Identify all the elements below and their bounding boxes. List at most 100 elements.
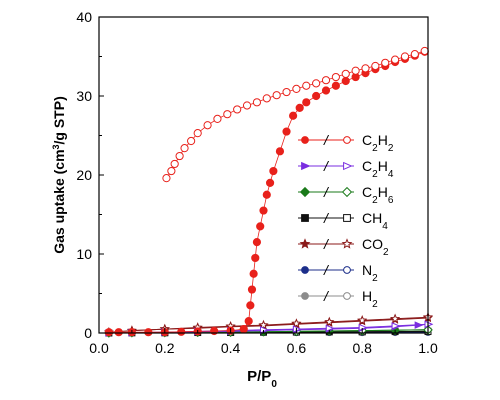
legend-filled-marker (301, 292, 309, 300)
c2h2-desorption-point (321, 76, 331, 85)
y-tick-label: 30 (76, 88, 92, 104)
c2h2-adsorption-point (312, 91, 321, 101)
c2h2-adsorption-point (256, 222, 265, 231)
c2h2-adsorption-point (177, 327, 186, 336)
legend-separator: / (323, 158, 330, 174)
c2h4-desorption-point (325, 324, 335, 333)
legend-item-co2: / CO2 (298, 236, 389, 258)
c2h2-adsorption-point (244, 317, 253, 326)
c2h2-desorption-point (193, 129, 202, 138)
c2h2-desorption-point (371, 61, 380, 71)
c2h2-desorption-point (420, 46, 429, 56)
series-c2h4 (105, 320, 434, 337)
c2h2-desorption-point (213, 114, 222, 124)
c2h2-adsorption-point (249, 269, 258, 278)
x-tick-label: 0.8 (352, 340, 372, 356)
c2h2-adsorption-point (302, 98, 311, 107)
legend-separator: / (323, 236, 330, 252)
c2h2-adsorption-point (144, 328, 153, 337)
c2h2-desorption-point (361, 64, 370, 73)
co2-desorption-point (291, 318, 302, 328)
legend-open-marker (343, 266, 351, 274)
c2h2-desorption-point (170, 159, 179, 169)
c2h4-desorption-point (391, 322, 401, 330)
c2h2-adsorption-point (262, 190, 271, 199)
c2h2-desorption-point (272, 91, 281, 100)
c2h2-adsorption-point (239, 324, 248, 334)
x-tick-label: 0.4 (221, 340, 241, 356)
c2h2-desorption-point (391, 55, 400, 64)
c2h2-desorption-point (331, 72, 340, 82)
c2h2-adsorption-point (289, 111, 298, 120)
c2h2-adsorption-point (114, 328, 123, 337)
c2h2-desorption-point (282, 87, 291, 97)
c2h2-desorption-point (187, 136, 196, 146)
y-axis-label: Gas uptake (cm3/g STP) (51, 96, 67, 254)
c2h2-desorption-point (180, 144, 189, 153)
legend-separator: / (323, 184, 330, 200)
legend-filled-marker (301, 214, 309, 222)
legend-separator: / (323, 132, 330, 148)
series-c2h2 (104, 46, 429, 337)
c2h2-desorption-point (381, 58, 390, 67)
x-tick-label: 0.6 (287, 340, 307, 356)
axis-ticks: 0.0 0.2 0.4 0.6 0.8 1.0 0 10 20 30 40 (76, 9, 438, 356)
c2h2-adsorption-point (269, 166, 278, 176)
legend-item-c2h6: / C2H6 (298, 184, 394, 206)
co2-desorption-line (131, 316, 429, 332)
x-tick-label: 0.0 (89, 340, 109, 356)
legend-label: C2H4 (362, 158, 394, 180)
c2h2-adsorption-point (246, 301, 255, 310)
c2h2-desorption-point (175, 151, 184, 161)
c2h2-adsorption-point (341, 76, 350, 86)
c2h2-desorption-point (302, 81, 311, 90)
c2h2-desorption-point (262, 94, 271, 103)
legend-separator: / (323, 210, 330, 226)
c2h2-adsorption-point (247, 285, 257, 294)
legend-item-n2: / N2 (298, 262, 378, 284)
legend-label: N2 (362, 262, 378, 284)
legend-open-marker (343, 161, 353, 171)
legend-filled-marker (301, 136, 309, 144)
co2-desorption-point (357, 315, 368, 325)
legend-open-marker (341, 238, 353, 249)
c2h2-desorption-point (162, 174, 171, 183)
y-tick-label: 0 (84, 325, 92, 341)
c2h2-adsorption-point (295, 103, 304, 112)
legend-open-marker (343, 214, 351, 222)
legend-label: C2H2 (362, 132, 394, 154)
legend-label: CO2 (362, 236, 389, 258)
c2h2-adsorption-point (321, 86, 331, 95)
c2h2-desorption-point (312, 79, 321, 88)
c2h2-desorption-point (233, 105, 242, 114)
legend-filled-marker (301, 266, 309, 274)
legend-separator: / (323, 262, 330, 278)
y-tick-label: 10 (76, 246, 92, 262)
c2h2-desorption-point (351, 66, 360, 75)
legend-filled-marker (299, 186, 311, 198)
legend: / C2H2 / C2H4 / C2H6 / CH4 / CO2 / N2 / H2 (298, 132, 394, 310)
co2-desorption-point (258, 319, 269, 330)
legend-item-h2: / H2 (298, 288, 378, 310)
x-tick-label: 0.2 (155, 340, 175, 356)
x-axis-label: P/P0 (247, 368, 277, 390)
legend-label: C2H6 (362, 184, 394, 206)
legend-item-c2h2: / C2H2 (298, 132, 394, 154)
c2h2-desorption-point (242, 101, 252, 110)
c2h2-desorption-point (292, 84, 301, 93)
c2h2-desorption-point (410, 50, 419, 59)
c2h2-desorption-point (223, 110, 232, 119)
legend-label: H2 (362, 288, 378, 310)
legend-filled-marker (301, 161, 311, 171)
legend-open-marker (343, 136, 351, 144)
c2h2-adsorption-point (282, 127, 291, 136)
co2-desorption-point (390, 313, 401, 324)
c2h2-desorption-point (400, 52, 410, 61)
c2h2-desorption-point (167, 166, 176, 176)
x-tick-label: 1.0 (418, 340, 438, 356)
legend-open-marker (341, 186, 353, 198)
legend-filled-marker (299, 238, 311, 249)
legend-open-marker (343, 292, 351, 300)
legend-item-c2h4: / C2H4 (298, 158, 394, 180)
